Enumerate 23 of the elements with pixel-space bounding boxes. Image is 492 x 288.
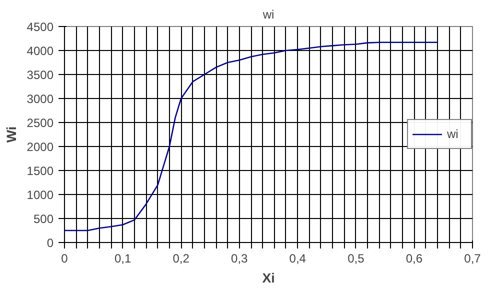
y-axis-title: Wi — [4, 126, 19, 143]
x-tick-label: 0,6 — [406, 252, 423, 266]
x-tick-label: 0,7 — [464, 252, 482, 266]
x-tick-label: 0 — [61, 252, 68, 266]
y-tick-label: 3000 — [26, 92, 54, 106]
y-tick-label: 4000 — [26, 44, 54, 58]
x-axis-title: Xi — [262, 270, 275, 286]
x-tick-label: 0,3 — [231, 252, 248, 266]
x-tick-label: 0,5 — [348, 252, 365, 266]
x-tick-label: 0,1 — [114, 252, 132, 266]
line-series — [64, 42, 438, 232]
x-tick-label: 0,2 — [172, 252, 190, 266]
y-tick-label: 0 — [46, 236, 54, 250]
y-tick-label: 2500 — [26, 116, 54, 130]
legend-label: wi — [447, 127, 460, 141]
y-tick-label: 2000 — [26, 140, 54, 154]
chart-title: wi — [262, 8, 274, 22]
y-tick-label: 500 — [33, 212, 54, 226]
x-tick-label: 0,4 — [289, 252, 306, 266]
y-tick-label: 4500 — [26, 20, 54, 34]
y-tick-label: 1500 — [26, 164, 54, 178]
y-tick-label: 1000 — [26, 188, 54, 202]
y-tick-label: 3500 — [26, 68, 54, 82]
